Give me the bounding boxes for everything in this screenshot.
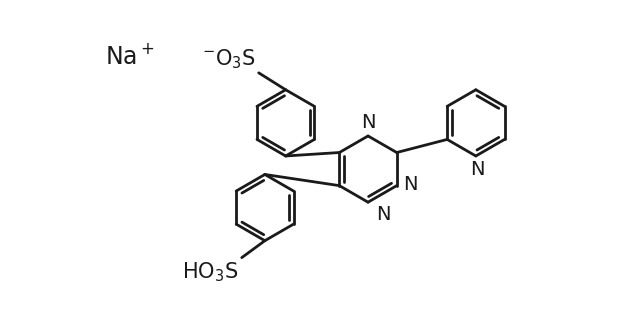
Text: N: N	[470, 160, 484, 179]
Text: Na$^+$: Na$^+$	[105, 44, 154, 69]
Text: HO$_{3}$S: HO$_{3}$S	[182, 260, 239, 284]
Text: N: N	[376, 205, 390, 224]
Text: $^{-}$O$_{3}$S: $^{-}$O$_{3}$S	[202, 47, 255, 71]
Text: N: N	[403, 174, 417, 194]
Text: N: N	[361, 113, 375, 132]
